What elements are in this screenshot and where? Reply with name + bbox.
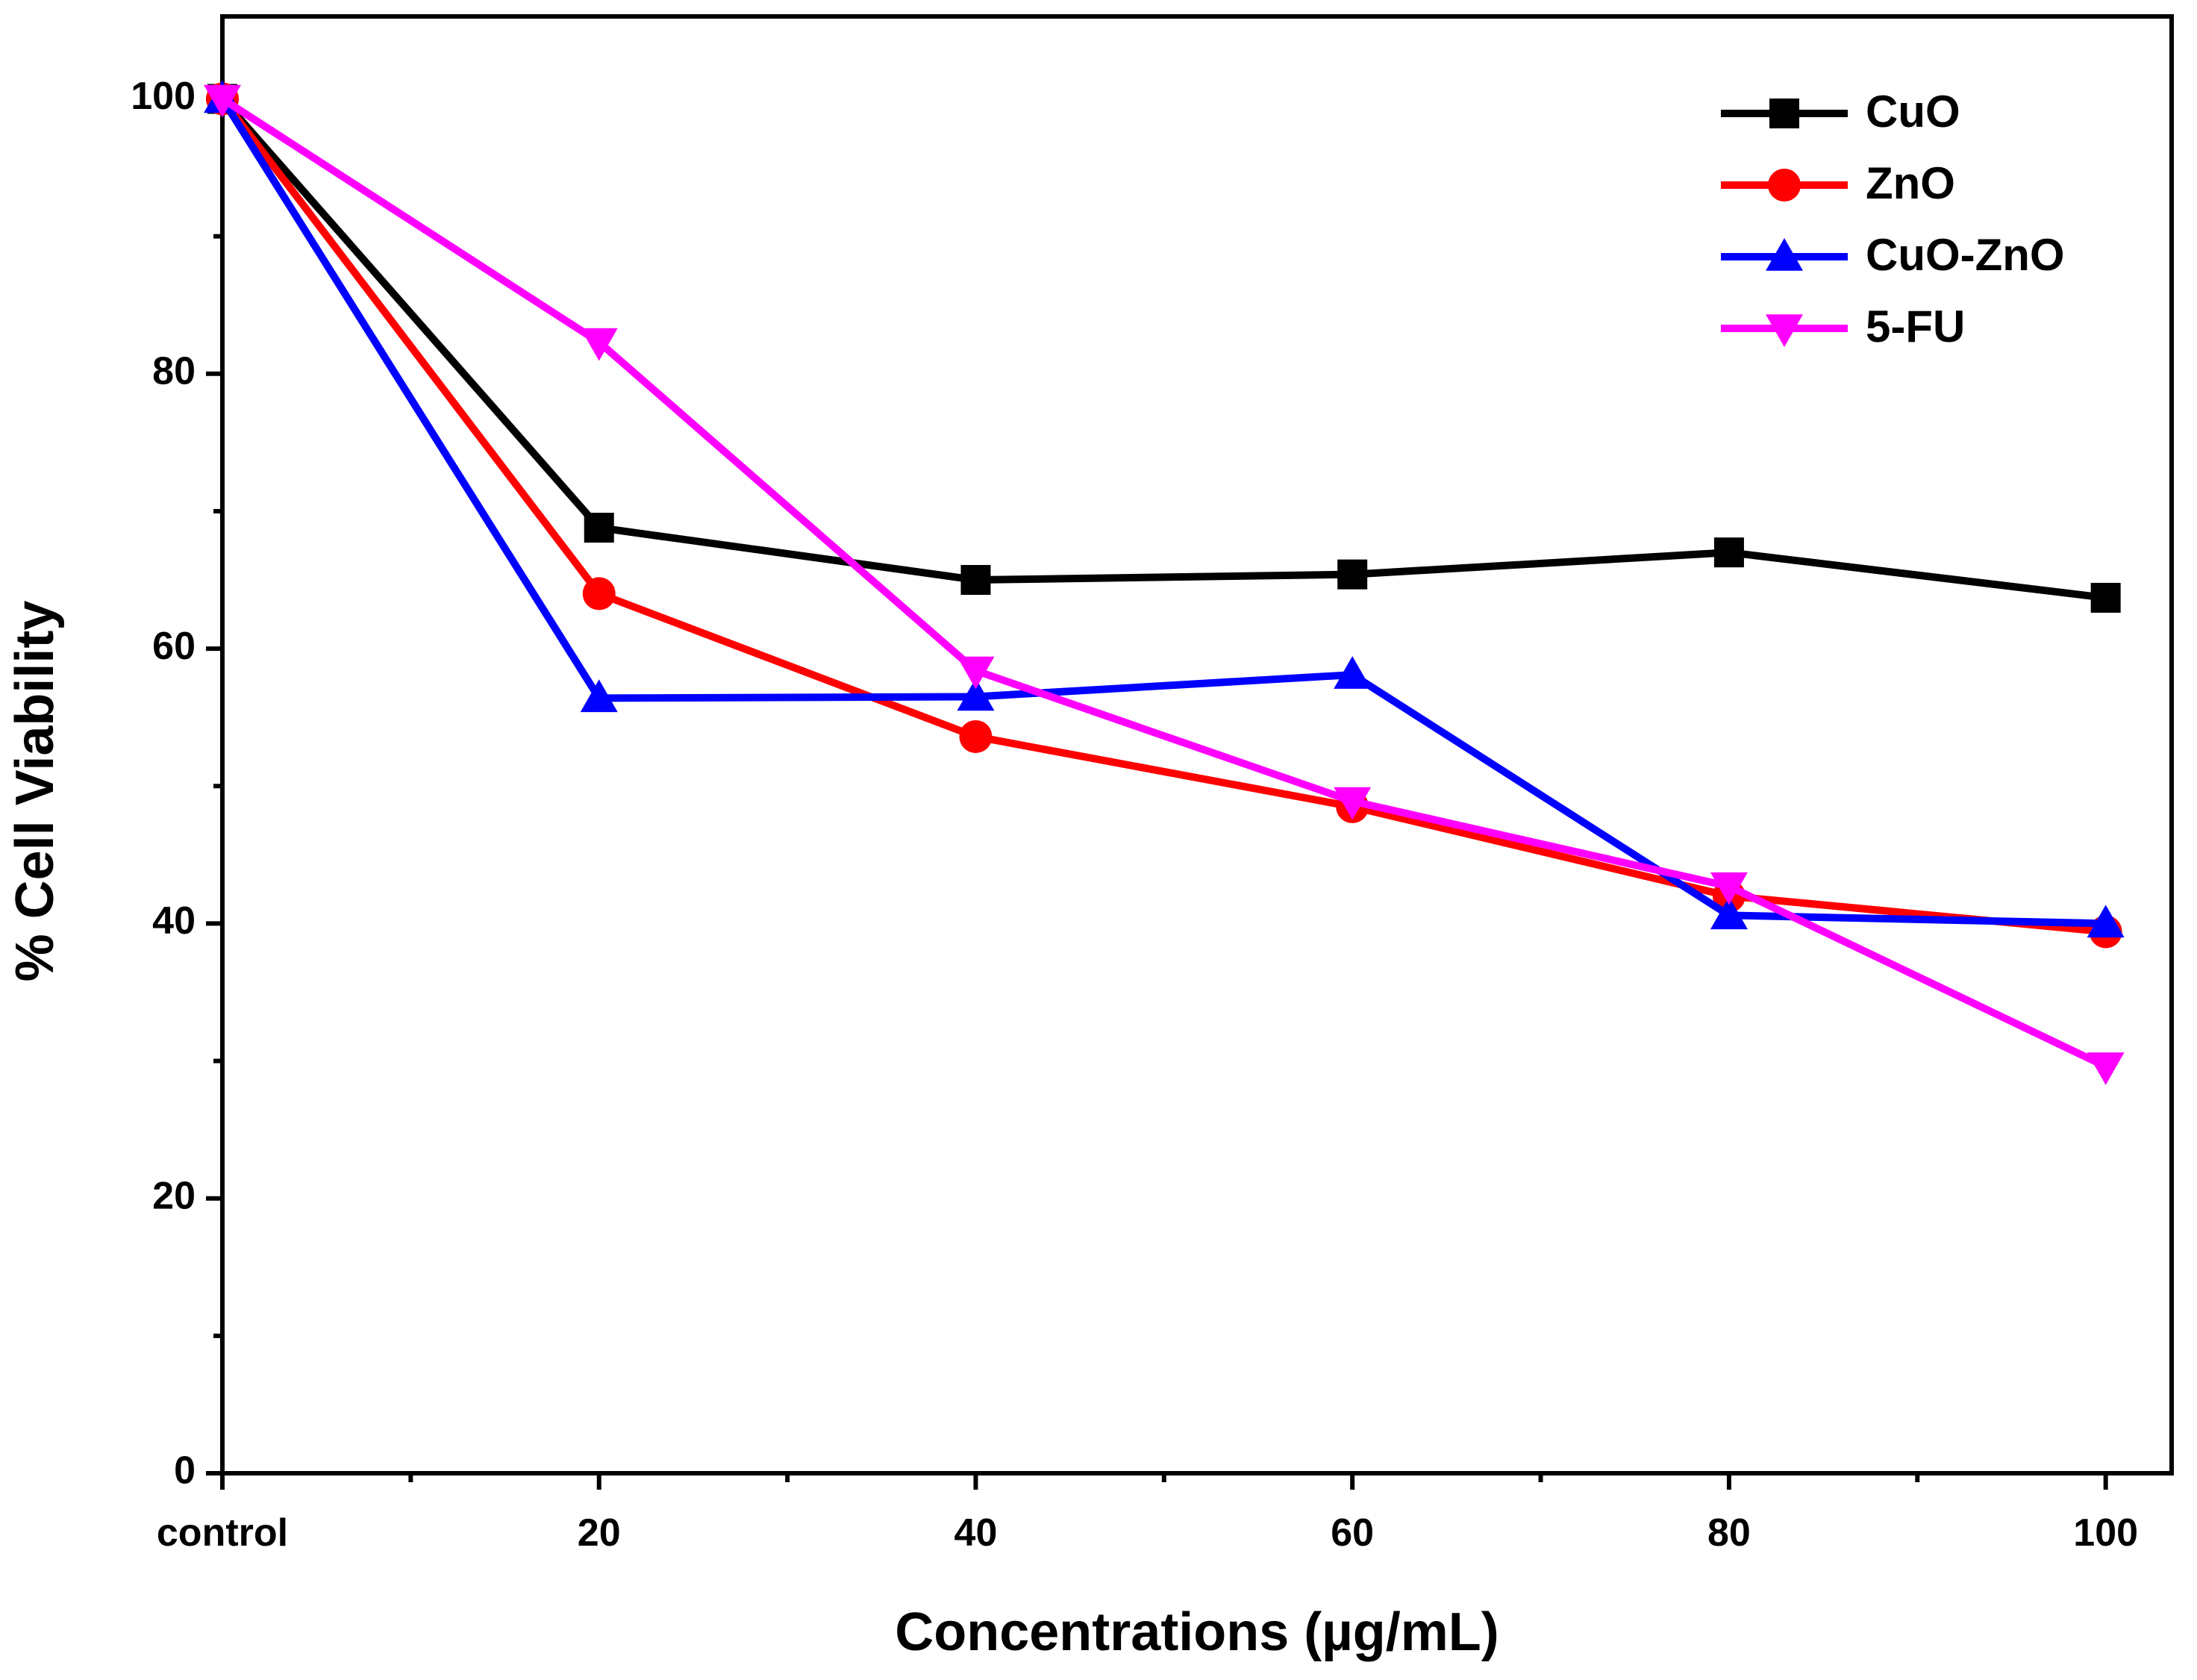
data-point-5-fu	[1710, 872, 1748, 905]
data-point-cuo	[960, 565, 991, 596]
data-point-zno	[582, 577, 616, 611]
series-5-fu	[204, 84, 2125, 1085]
y-tick-label: 100	[131, 75, 196, 118]
x-axis-title: Concentrations (µg/mL)	[895, 1602, 1498, 1662]
data-point-5-fu	[2087, 1052, 2125, 1085]
data-point-cuo	[2090, 582, 2121, 613]
series-cuo-zno	[204, 80, 2125, 938]
legend-label: ZnO	[1866, 158, 1955, 208]
x-tick-label: 40	[954, 1511, 998, 1555]
series-zno	[206, 82, 2122, 949]
legend-item-zno: ZnO	[1721, 158, 1955, 208]
legend-marker	[1768, 169, 1801, 202]
data-point-cuo	[1337, 559, 1368, 590]
data-point-cuo	[584, 513, 614, 543]
data-point-cuo-zno	[580, 679, 618, 713]
data-point-5-fu	[957, 656, 995, 690]
legend-label: CuO	[1866, 87, 1960, 137]
y-tick-label: 40	[152, 899, 196, 943]
legend-item-cuo: CuO	[1721, 87, 1960, 137]
legend-label: CuO-ZnO	[1866, 230, 2065, 280]
y-tick-label: 60	[152, 625, 196, 668]
x-tick-label: 80	[1707, 1511, 1751, 1555]
x-tick-label: 100	[2073, 1511, 2138, 1555]
legend-marker	[1766, 314, 1803, 347]
legend-label: 5-FU	[1866, 302, 1965, 352]
data-point-cuo-zno	[957, 678, 995, 711]
plot-frame	[220, 14, 2174, 1476]
legend: CuO ZnO CuO-ZnO 5-FU	[1721, 87, 2065, 352]
axis-ticks: 0 20 40 60 80 100 control 20 40 60 80 100	[131, 75, 2138, 1555]
x-tick-label: 20	[578, 1511, 621, 1555]
data-point-zno	[959, 719, 993, 753]
series-layer	[204, 80, 2125, 1085]
y-tick-label: 80	[152, 350, 196, 393]
data-point-cuo-zno	[1334, 656, 1372, 689]
series-line-5-fu	[220, 96, 2107, 1070]
legend-item-cuo-zno: CuO-ZnO	[1721, 230, 2065, 280]
data-point-cuo-zno	[1710, 896, 1748, 930]
x-tick-label: 60	[1331, 1511, 1374, 1555]
y-axis-title: % Cell Viability	[5, 601, 65, 982]
series-line-cuo-zno	[219, 96, 2106, 928]
x-tick-label: control	[157, 1511, 288, 1555]
y-tick-label: 20	[152, 1174, 196, 1217]
data-point-5-fu	[1334, 787, 1372, 820]
data-point-5-fu	[204, 84, 241, 118]
y-tick-label: 0	[174, 1449, 196, 1493]
data-point-cuo	[1713, 537, 1744, 568]
legend-marker	[1769, 99, 1799, 128]
series-line-zno	[219, 96, 2107, 936]
legend-marker	[1766, 238, 1803, 271]
data-point-cuo-zno	[2087, 905, 2125, 938]
data-point-5-fu	[580, 328, 618, 361]
series-line-cuo	[219, 96, 2107, 602]
legend-item-5-fu: 5-FU	[1721, 302, 1965, 352]
